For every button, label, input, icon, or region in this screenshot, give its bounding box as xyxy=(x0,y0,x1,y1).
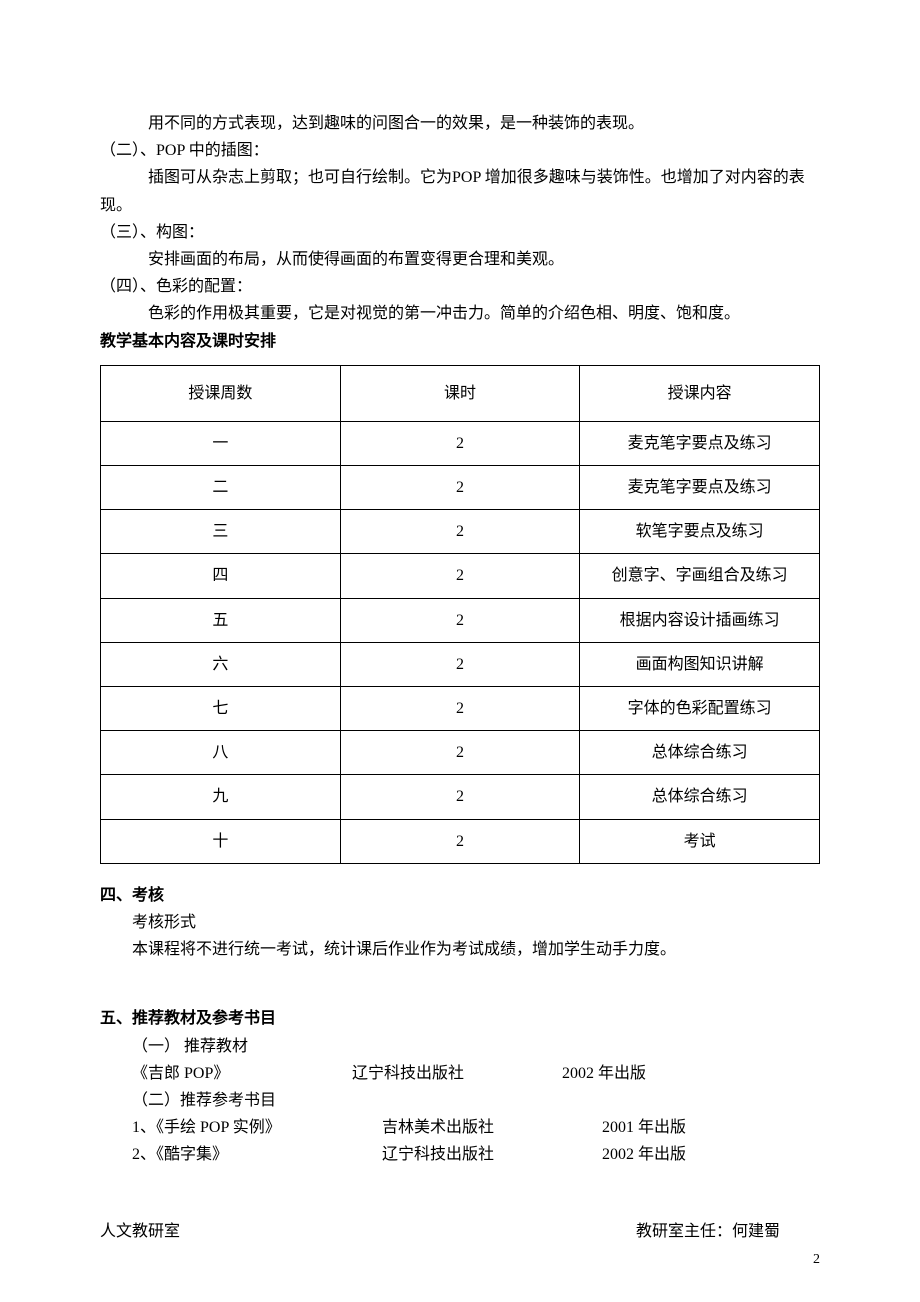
cell-hours: 2 xyxy=(340,466,580,510)
cell-content: 麦克笔字要点及练习 xyxy=(580,421,820,465)
th-content: 授课内容 xyxy=(580,365,820,421)
cell-hours: 2 xyxy=(340,819,580,863)
cell-hours: 2 xyxy=(340,510,580,554)
footer-director: 教研室主任：何建蜀 xyxy=(636,1218,780,1245)
cell-hours: 2 xyxy=(340,731,580,775)
assessment-subtitle: 考核形式 xyxy=(100,909,820,936)
cell-content: 字体的色彩配置练习 xyxy=(580,687,820,731)
table-row: 二2麦克笔字要点及练习 xyxy=(101,466,820,510)
section-4-body: 色彩的作用极其重要，它是对视觉的第一冲击力。简单的介绍色相、明度、饱和度。 xyxy=(100,300,820,327)
cell-week: 一 xyxy=(101,421,341,465)
cell-content: 总体综合练习 xyxy=(580,775,820,819)
section-3-title: （三）、构图： xyxy=(100,219,820,246)
page-number: 2 xyxy=(813,1248,820,1272)
cell-week: 七 xyxy=(101,687,341,731)
cell-week: 九 xyxy=(101,775,341,819)
cell-week: 四 xyxy=(101,554,341,598)
section-references: 五、推荐教材及参考书目 （一） 推荐教材 《吉郎 POP》 辽宁科技出版社 20… xyxy=(100,1005,820,1168)
schedule-heading: 教学基本内容及课时安排 xyxy=(100,328,820,355)
cell-week: 五 xyxy=(101,598,341,642)
table-body: 一2麦克笔字要点及练习 二2麦克笔字要点及练习 三2软笔字要点及练习 四2创意字… xyxy=(101,421,820,863)
book-title: 2、《酷字集》 xyxy=(132,1141,382,1168)
cell-content: 根据内容设计插画练习 xyxy=(580,598,820,642)
section-4-body-span: 色彩的作用极其重要，它是对视觉的第一冲击力。简单的介绍色相、明度、饱和度。 xyxy=(148,305,740,322)
section-3-body: 安排画面的布局，从而使得画面的布置变得更合理和美观。 xyxy=(100,246,820,273)
recommended-book-row: 《吉郎 POP》 辽宁科技出版社 2002 年出版 xyxy=(100,1060,820,1087)
cell-hours: 2 xyxy=(340,421,580,465)
cell-content: 考试 xyxy=(580,819,820,863)
section-assessment: 四、考核 考核形式 本课程将不进行统一考试，统计课后作业作为考试成绩，增加学生动… xyxy=(100,882,820,964)
cell-hours: 2 xyxy=(340,642,580,686)
cell-hours: 2 xyxy=(340,598,580,642)
book-title: 1、《手绘 POP 实例》 xyxy=(132,1114,382,1141)
intro-line-1: 用不同的方式表现，达到趣味的问图合一的效果，是一种装饰的表现。 xyxy=(100,110,820,137)
recommended-textbook-heading: （一） 推荐教材 xyxy=(100,1033,820,1060)
cell-week: 六 xyxy=(101,642,341,686)
assessment-body: 本课程将不进行统一考试，统计课后作业作为考试成绩，增加学生动手力度。 xyxy=(100,936,820,963)
table-row: 一2麦克笔字要点及练习 xyxy=(101,421,820,465)
section-2-title: （二）、POP 中的插图： xyxy=(100,137,820,164)
cell-week: 十 xyxy=(101,819,341,863)
reference-book-row: 1、《手绘 POP 实例》 吉林美术出版社 2001 年出版 xyxy=(100,1114,820,1141)
th-hours: 课时 xyxy=(340,365,580,421)
table-row: 六2画面构图知识讲解 xyxy=(101,642,820,686)
table-header-row: 授课周数 课时 授课内容 xyxy=(101,365,820,421)
book-press: 辽宁科技出版社 xyxy=(382,1141,602,1168)
cell-content: 总体综合练习 xyxy=(580,731,820,775)
cell-content: 创意字、字画组合及练习 xyxy=(580,554,820,598)
book-year: 2001 年出版 xyxy=(602,1114,820,1141)
footer-office: 人文教研室 xyxy=(100,1218,180,1245)
book-year: 2002 年出版 xyxy=(562,1060,820,1087)
th-week: 授课周数 xyxy=(101,365,341,421)
table-row: 九2总体综合练习 xyxy=(101,775,820,819)
table-row: 五2根据内容设计插画练习 xyxy=(101,598,820,642)
table-row: 七2字体的色彩配置练习 xyxy=(101,687,820,731)
cell-hours: 2 xyxy=(340,775,580,819)
cell-week: 二 xyxy=(101,466,341,510)
cell-hours: 2 xyxy=(340,687,580,731)
book-title: 《吉郎 POP》 xyxy=(132,1060,352,1087)
cell-content: 麦克笔字要点及练习 xyxy=(580,466,820,510)
book-press: 辽宁科技出版社 xyxy=(352,1060,562,1087)
cell-hours: 2 xyxy=(340,554,580,598)
cell-content: 软笔字要点及练习 xyxy=(580,510,820,554)
table-row: 三2软笔字要点及练习 xyxy=(101,510,820,554)
references-title: 五、推荐教材及参考书目 xyxy=(100,1005,820,1032)
section-2-body-text: 插图可从杂志上剪取；也可自行绘制。它为POP 增加很多趣味与装饰性。也增加了对内… xyxy=(100,164,820,218)
cell-week: 三 xyxy=(101,510,341,554)
reference-book-row: 2、《酷字集》 辽宁科技出版社 2002 年出版 xyxy=(100,1141,820,1168)
book-year: 2002 年出版 xyxy=(602,1141,820,1168)
book-press: 吉林美术出版社 xyxy=(382,1114,602,1141)
schedule-table: 授课周数 课时 授课内容 一2麦克笔字要点及练习 二2麦克笔字要点及练习 三2软… xyxy=(100,365,820,864)
cell-week: 八 xyxy=(101,731,341,775)
assessment-title: 四、考核 xyxy=(100,882,820,909)
table-row: 四2创意字、字画组合及练习 xyxy=(101,554,820,598)
section-2-body-span: 插图可从杂志上剪取；也可自行绘制。它为POP 增加很多趣味与装饰性。也增加了对内… xyxy=(100,164,820,218)
cell-content: 画面构图知识讲解 xyxy=(580,642,820,686)
footer: 人文教研室 教研室主任：何建蜀 xyxy=(100,1218,820,1245)
table-row: 八2总体综合练习 xyxy=(101,731,820,775)
reference-books-heading: （二）推荐参考书目 xyxy=(100,1087,820,1114)
table-row: 十2考试 xyxy=(101,819,820,863)
section-4-title: （四）、色彩的配置： xyxy=(100,273,820,300)
